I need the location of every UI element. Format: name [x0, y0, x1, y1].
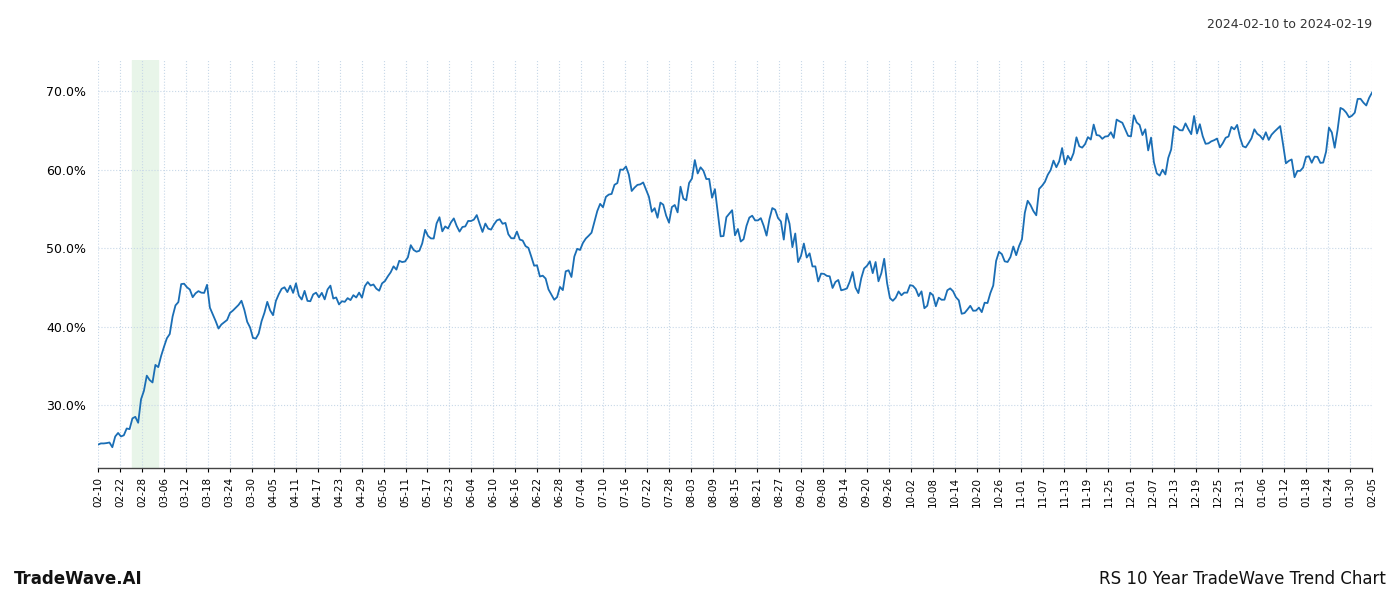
- Text: 2024-02-10 to 2024-02-19: 2024-02-10 to 2024-02-19: [1207, 18, 1372, 31]
- Bar: [133, 60, 158, 468]
- Text: TradeWave.AI: TradeWave.AI: [14, 570, 143, 588]
- Text: RS 10 Year TradeWave Trend Chart: RS 10 Year TradeWave Trend Chart: [1099, 570, 1386, 588]
